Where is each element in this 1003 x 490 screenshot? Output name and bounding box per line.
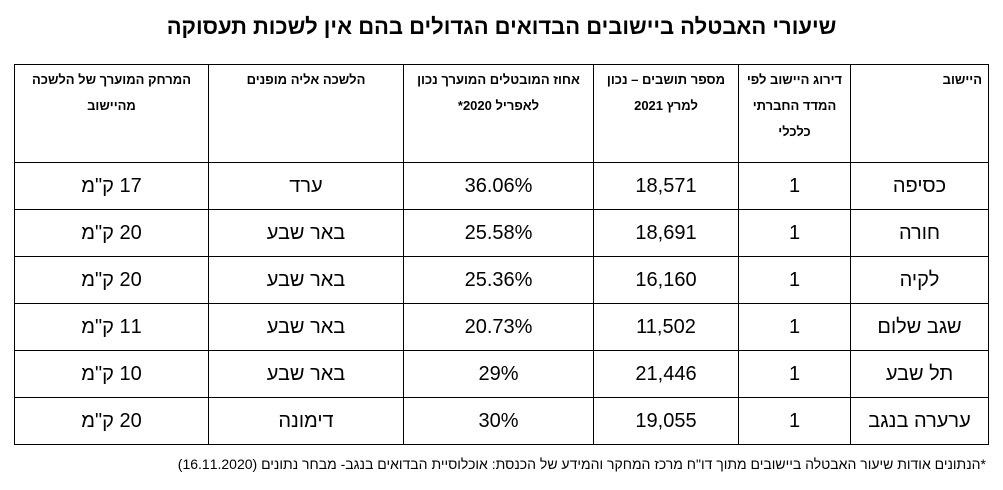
header-office: הלשכה אליה מופנים <box>208 64 404 163</box>
cell-unemployment: 25.58% <box>403 209 594 257</box>
header-distance: המרחק המוערך של הלשכה מהיישוב <box>14 64 209 163</box>
table-row: חורה 1 18,691 25.58% באר שבע 20 ק"מ <box>14 209 989 257</box>
cell-settlement: לקיה <box>850 256 989 304</box>
cell-population: 18,571 <box>593 162 739 210</box>
cell-distance: 17 ק"מ <box>14 162 209 210</box>
cell-unemployment: 29% <box>403 350 594 398</box>
header-unemployment: אחוז המובטלים המוערך נכון לאפריל 2020* <box>403 64 594 163</box>
cell-ranking: 1 <box>738 162 851 210</box>
table-row: תל שבע 1 21,446 29% באר שבע 10 ק"מ <box>14 350 989 398</box>
cell-office: באר שבע <box>208 209 404 257</box>
header-settlement: היישוב <box>850 64 989 163</box>
cell-settlement: חורה <box>850 209 989 257</box>
cell-office: באר שבע <box>208 350 404 398</box>
table-row: כסיפה 1 18,571 36.06% ערד 17 ק"מ <box>14 162 989 210</box>
cell-unemployment: 36.06% <box>403 162 594 210</box>
cell-distance: 20 ק"מ <box>14 397 209 445</box>
cell-office: דימונה <box>208 397 404 445</box>
cell-population: 21,446 <box>593 350 739 398</box>
cell-settlement: שגב שלום <box>850 303 989 351</box>
cell-distance: 11 ק"מ <box>14 303 209 351</box>
cell-office: באר שבע <box>208 256 404 304</box>
cell-distance: 20 ק"מ <box>14 256 209 304</box>
cell-ranking: 1 <box>738 256 851 304</box>
cell-ranking: 1 <box>738 303 851 351</box>
cell-ranking: 1 <box>738 397 851 445</box>
footnote: *הנתונים אודות שיעור האבטלה ביישובים מתו… <box>177 456 986 472</box>
header-population: מספר תושבים – נכון למרץ 2021 <box>593 64 739 163</box>
table-row: ערערה בנגב 1 19,055 30% דימונה 20 ק"מ <box>14 397 989 445</box>
cell-population: 18,691 <box>593 209 739 257</box>
cell-population: 11,502 <box>593 303 739 351</box>
cell-settlement: כסיפה <box>850 162 989 210</box>
cell-ranking: 1 <box>738 350 851 398</box>
cell-office: ערד <box>208 162 404 210</box>
cell-population: 16,160 <box>593 256 739 304</box>
cell-unemployment: 30% <box>403 397 594 445</box>
cell-distance: 10 ק"מ <box>14 350 209 398</box>
cell-unemployment: 20.73% <box>403 303 594 351</box>
table-row: לקיה 1 16,160 25.36% באר שבע 20 ק"מ <box>14 256 989 304</box>
table-row: שגב שלום 1 11,502 20.73% באר שבע 11 ק"מ <box>14 303 989 351</box>
cell-settlement: ערערה בנגב <box>850 397 989 445</box>
unemployment-table: היישוב דירוג היישוב לפי המדד החברתי כלכל… <box>14 64 989 445</box>
cell-settlement: תל שבע <box>850 350 989 398</box>
cell-population: 19,055 <box>593 397 739 445</box>
cell-unemployment: 25.36% <box>403 256 594 304</box>
cell-distance: 20 ק"מ <box>14 209 209 257</box>
page-title: שיעורי האבטלה ביישובים הבדואים הגדולים ב… <box>166 14 837 39</box>
cell-ranking: 1 <box>738 209 851 257</box>
cell-office: באר שבע <box>208 303 404 351</box>
table-header-row: היישוב דירוג היישוב לפי המדד החברתי כלכל… <box>14 64 989 163</box>
header-ranking: דירוג היישוב לפי המדד החברתי כלכלי <box>738 64 851 163</box>
